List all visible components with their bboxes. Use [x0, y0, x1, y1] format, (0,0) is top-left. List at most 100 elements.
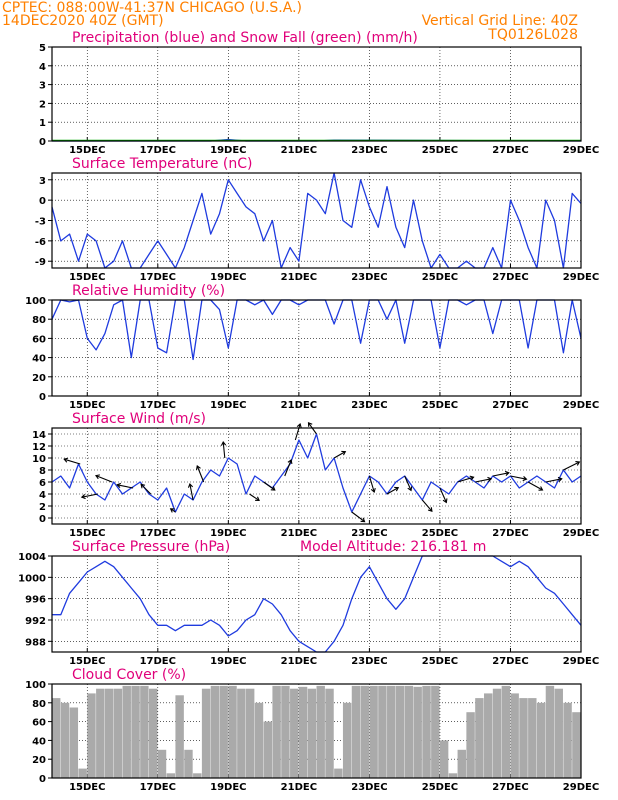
title-wind: Surface Wind (m/s): [72, 411, 206, 427]
bar-cloud-16: [193, 773, 202, 778]
wind-arrow-1: [81, 493, 98, 498]
ytick-rh-5: 0: [39, 392, 46, 403]
wind-arrow-3: [117, 484, 134, 489]
xtick-rh-3: 21DEC: [281, 400, 317, 411]
wind-arrowhead-6: [187, 482, 194, 488]
bar-cloud-33: [342, 702, 352, 778]
xtick-pressure-2: 19DEC: [210, 656, 246, 667]
xtick-wind-6: 27DEC: [492, 528, 528, 539]
wind-arrow-24: [510, 475, 527, 480]
xtick-pressure-6: 27DEC: [492, 656, 528, 667]
bar-cloud-31: [325, 688, 334, 778]
xtick-precip-5: 25DEC: [422, 145, 458, 156]
wind-arrow-19: [421, 499, 433, 512]
title-pressure: Surface Pressure (hPa): [72, 539, 230, 555]
wind-arrow-14: [333, 451, 346, 459]
xtick-precip-4: 23DEC: [351, 145, 387, 156]
xtick-rh-2: 19DEC: [210, 400, 246, 411]
bar-cloud-13: [166, 773, 176, 778]
bar-cloud-55: [536, 702, 546, 778]
bar-cloud-51: [501, 685, 511, 778]
ytick-wind-6: 2: [39, 502, 46, 513]
title-rh: Relative Humidity (%): [72, 283, 225, 299]
bar-cloud-52: [510, 693, 519, 778]
frame-temp: [51, 172, 582, 269]
wind-arrowhead-11: [287, 459, 293, 465]
bar-cloud-9: [131, 685, 140, 778]
xtick-wind-4: 23DEC: [351, 528, 387, 539]
xtick-temp-2: 19DEC: [210, 272, 246, 283]
ytick-rh-3: 40: [32, 354, 46, 365]
ytick-wind-2: 10: [32, 454, 46, 465]
frame-precip: [51, 46, 582, 142]
xtick-cloud-1: 17DEC: [140, 782, 176, 793]
xtick-temp-1: 17DEC: [140, 272, 176, 283]
wind-arrowhead-15: [360, 517, 366, 523]
xtick-pressure-5: 25DEC: [422, 656, 458, 667]
title-cloud: Cloud Cover (%): [72, 667, 186, 683]
model-altitude: Model Altitude: 216.181 m: [300, 539, 486, 555]
xtick-temp-5: 25DEC: [422, 272, 458, 283]
xtick-wind-7: 29DEC: [563, 528, 599, 539]
wind-arrow-6: [189, 483, 194, 501]
ytick-rh-4: 20: [32, 373, 46, 384]
wind-arrowhead-16: [370, 488, 376, 493]
bar-cloud-35: [360, 685, 369, 778]
wind-arrowhead-3: [116, 482, 122, 488]
bar-cloud-40: [404, 685, 414, 778]
ytick-wind-4: 6: [39, 478, 46, 489]
bar-cloud-23: [254, 702, 264, 778]
panel-wind: 15DEC 17DEC 19DEC 21DEC 23DEC 25DEC 27DEC 29DEC…: [32, 411, 599, 539]
wind-arrowhead-22: [487, 476, 493, 482]
xtick-wind-0: 15DEC: [69, 528, 105, 539]
bar-cloud-20: [228, 685, 237, 778]
ytick-cloud-4: 20: [32, 755, 46, 766]
wind-arrowhead-2: [95, 474, 100, 480]
bar-cloud-3: [78, 768, 87, 778]
wind-arrowhead-24: [522, 476, 528, 482]
frame-cloud: [51, 683, 582, 779]
bar-cloud-36: [369, 685, 378, 778]
wind-arrowhead-13: [307, 421, 313, 427]
xtick-cloud-0: 15DEC: [69, 782, 105, 793]
wind-arrowhead-25: [538, 486, 544, 491]
bar-cloud-19: [219, 685, 228, 778]
header-line-1: CPTEC: 088:00W-41:37N CHICAGO (U.S.A.): [2, 0, 302, 16]
ytick-rh-2: 60: [32, 334, 46, 345]
ytick-rh-0: 100: [25, 296, 46, 307]
wind-arrowhead-23: [504, 470, 510, 476]
wind-arrow-2: [95, 475, 113, 483]
ytick-cloud-2: 60: [32, 718, 46, 729]
bar-cloud-29: [307, 688, 317, 778]
xtick-pressure-1: 17DEC: [140, 656, 176, 667]
wind-arrow-27: [563, 461, 580, 471]
wind-arrowhead-20: [442, 498, 448, 504]
bar-cloud-46: [457, 749, 466, 778]
xtick-temp-7: 29DEC: [563, 272, 599, 283]
bar-cloud-41: [413, 686, 422, 778]
wind-arrow-22: [475, 478, 492, 483]
bar-cloud-7: [113, 688, 123, 778]
bar-cloud-45: [448, 773, 458, 778]
ytick-pressure-4: 988: [25, 637, 46, 648]
ytick-pressure-3: 992: [25, 616, 46, 627]
ytick-wind-5: 4: [39, 490, 46, 501]
bar-cloud-17: [201, 688, 211, 778]
bar-cloud-24: [263, 721, 273, 778]
wind-arrow-21: [457, 476, 474, 483]
xtick-cloud-4: 23DEC: [351, 782, 387, 793]
panel-temp: 15DEC 17DEC 19DEC 21DEC 23DEC 25DEC 27DEC 29DEC…: [35, 156, 599, 283]
bar-cloud-10: [140, 685, 149, 778]
xtick-wind-5: 25DEC: [422, 528, 458, 539]
bar-cloud-6: [104, 688, 114, 778]
xtick-cloud-6: 27DEC: [492, 782, 528, 793]
wind-arrow-26: [545, 478, 562, 483]
xtick-precip-7: 29DEC: [563, 145, 599, 156]
xtick-precip-6: 27DEC: [492, 145, 528, 156]
ytick-precip-4: 4: [39, 62, 46, 73]
bar-cloud-22: [245, 688, 255, 778]
xtick-wind-1: 17DEC: [140, 528, 176, 539]
wind-arrowhead-17: [394, 486, 400, 492]
bar-cloud-37: [378, 685, 387, 778]
bar-cloud-49: [484, 693, 493, 778]
